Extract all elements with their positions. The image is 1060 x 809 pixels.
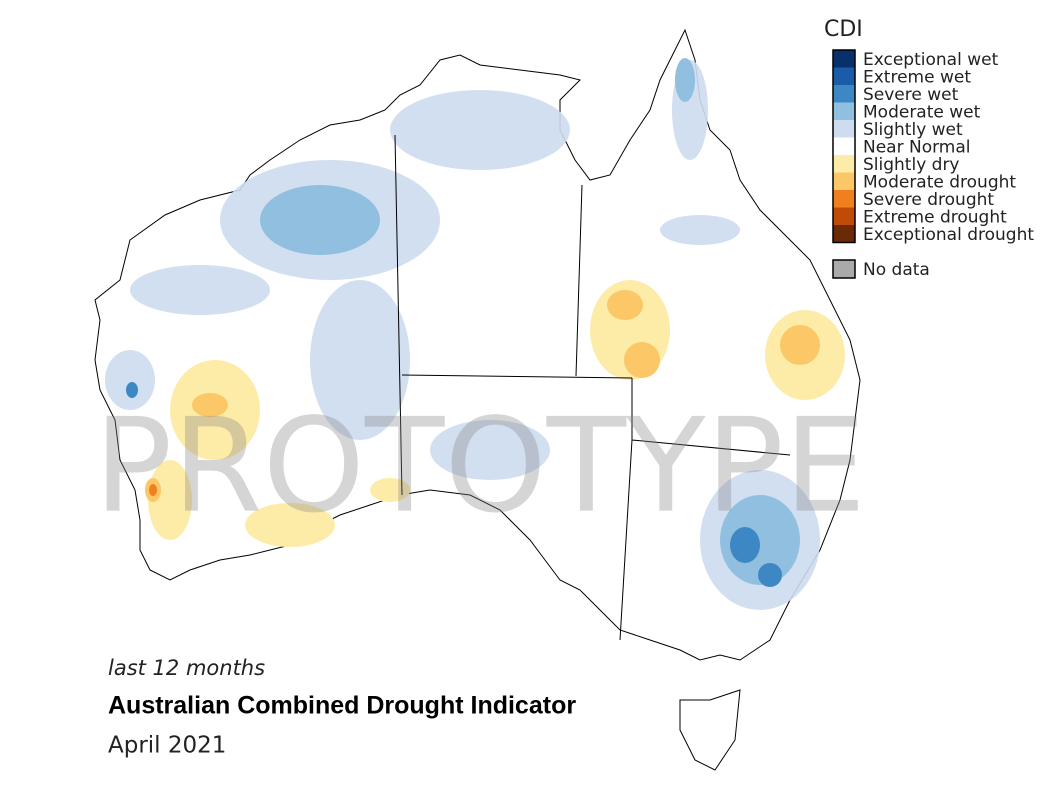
legend-label: Severe drought bbox=[863, 190, 994, 210]
severe-wet-areas bbox=[126, 382, 782, 587]
tasmania bbox=[679, 689, 741, 771]
legend-label: Extreme wet bbox=[863, 67, 971, 87]
legend-label: No data bbox=[863, 260, 930, 280]
moderate-drought-areas bbox=[145, 290, 820, 502]
legend-swatch bbox=[833, 137, 855, 155]
legend-swatch bbox=[833, 172, 855, 190]
watermark: PROTOTYPE bbox=[94, 390, 866, 542]
wetter-areas bbox=[260, 58, 800, 585]
legend-label: Moderate drought bbox=[863, 172, 1016, 192]
legend-label: Near Normal bbox=[863, 137, 971, 157]
severe-drought-area bbox=[149, 484, 157, 496]
legend-label: Moderate wet bbox=[863, 102, 981, 122]
wet-areas bbox=[105, 60, 820, 610]
legend-swatch bbox=[833, 50, 855, 68]
legend-swatch bbox=[833, 67, 855, 85]
legend-swatch bbox=[833, 85, 855, 103]
legend-swatch bbox=[833, 155, 855, 173]
legend-label: Exceptional drought bbox=[863, 225, 1034, 245]
legend-swatch bbox=[833, 102, 855, 120]
period: last 12 months bbox=[108, 656, 265, 680]
legend-swatch bbox=[833, 207, 855, 225]
legend-label: Severe wet bbox=[863, 85, 959, 105]
state-borders bbox=[394, 134, 791, 641]
legend-label: Exceptional wet bbox=[863, 50, 999, 70]
australia-map bbox=[94, 28, 861, 771]
legend-swatch bbox=[833, 190, 855, 208]
date: April 2021 bbox=[108, 733, 226, 759]
legend-label: Extreme drought bbox=[863, 207, 1007, 227]
legend-swatch bbox=[833, 120, 855, 138]
legend-label: Slightly dry bbox=[863, 155, 960, 175]
legend-label: Slightly wet bbox=[863, 120, 963, 140]
title: Australian Combined Drought Indicator bbox=[108, 692, 576, 720]
legend-swatch bbox=[833, 225, 855, 243]
legend-swatch bbox=[832, 259, 856, 279]
legend-title: CDI bbox=[824, 17, 863, 42]
legend-frame bbox=[832, 49, 856, 244]
